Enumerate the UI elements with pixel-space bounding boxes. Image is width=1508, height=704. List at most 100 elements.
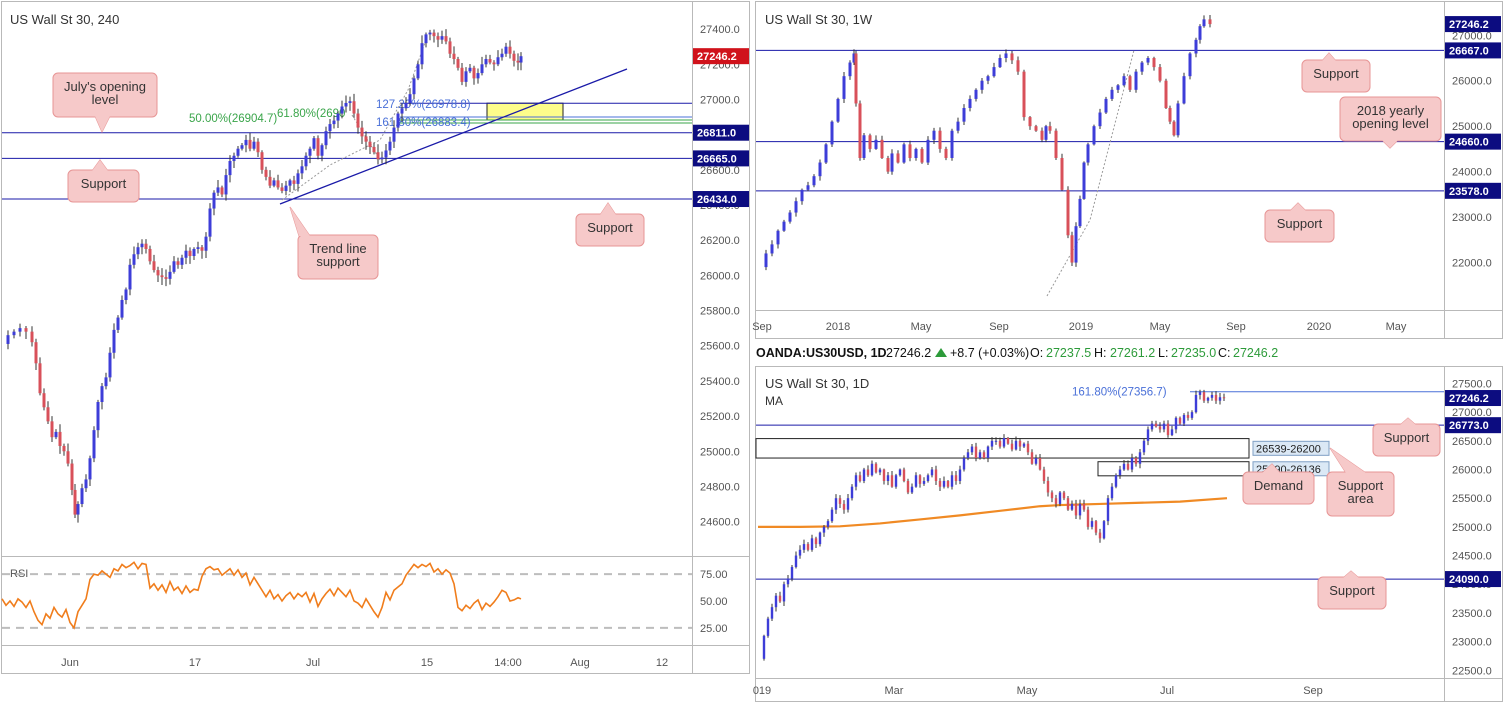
candle-body bbox=[204, 236, 208, 251]
candle-body bbox=[168, 271, 172, 279]
candle-body bbox=[212, 192, 216, 209]
candle-body bbox=[842, 76, 846, 99]
candle-body bbox=[836, 98, 840, 122]
candle-body bbox=[1092, 126, 1096, 145]
candle-body bbox=[1202, 19, 1206, 27]
candle-body bbox=[1150, 423, 1154, 430]
candle-body bbox=[264, 169, 268, 177]
h4-y-tick-label: 25800.0 bbox=[700, 306, 740, 318]
candle-body bbox=[1126, 463, 1130, 470]
candle-body bbox=[140, 243, 144, 248]
candle-body bbox=[316, 138, 320, 156]
candle-body bbox=[1060, 158, 1064, 190]
candle-body bbox=[800, 189, 804, 202]
candle-body bbox=[308, 148, 312, 156]
candle-body bbox=[300, 166, 304, 174]
note-tail-cover bbox=[1290, 203, 1306, 211]
candle-body bbox=[990, 440, 994, 447]
candle-body bbox=[890, 475, 894, 487]
candle-body bbox=[356, 113, 360, 128]
h4-x-tick-label: Jul bbox=[306, 657, 320, 669]
candle-body bbox=[910, 486, 914, 493]
candle-body bbox=[1074, 503, 1078, 516]
candle-body bbox=[500, 53, 504, 58]
candle-body bbox=[76, 504, 80, 515]
candle-body bbox=[1154, 423, 1158, 427]
candle-body bbox=[372, 146, 376, 153]
candle-body bbox=[1164, 80, 1168, 108]
candle-body bbox=[348, 101, 352, 103]
h4-y-tick-label: 24800.0 bbox=[700, 481, 740, 493]
candle-body bbox=[268, 176, 272, 186]
weekly-x-tick-label: May bbox=[1386, 321, 1407, 333]
note-text: area bbox=[1347, 491, 1374, 506]
ohlc-symbol: OANDA:US30USD, 1D bbox=[756, 346, 887, 360]
zone-box bbox=[1097, 461, 1250, 477]
daily-title: US Wall St 30, 1D bbox=[765, 376, 869, 391]
candle-body bbox=[164, 277, 168, 279]
candle-body bbox=[842, 503, 846, 510]
candle-body bbox=[512, 53, 516, 61]
rsi-y-tick-label: 50.00 bbox=[700, 596, 728, 608]
candle-body bbox=[1146, 58, 1150, 63]
candle-body bbox=[200, 247, 204, 251]
candle-body bbox=[128, 264, 132, 290]
note-tail-cover bbox=[1262, 464, 1280, 473]
candle-body bbox=[938, 480, 942, 487]
candle-body bbox=[1198, 392, 1202, 395]
candle-body bbox=[188, 250, 192, 257]
h4-y-tick-label: 25600.0 bbox=[700, 341, 740, 353]
candle-body bbox=[934, 469, 938, 481]
candle-body bbox=[54, 431, 58, 438]
candle-body bbox=[1038, 458, 1042, 470]
candle-body bbox=[890, 153, 894, 172]
candle-body bbox=[392, 127, 396, 142]
candle-body bbox=[1122, 76, 1126, 86]
candle-body bbox=[802, 544, 806, 550]
note-tail-cover bbox=[1322, 53, 1336, 61]
level-price-label: 26811.0 bbox=[697, 128, 736, 140]
candle-body bbox=[1142, 440, 1146, 453]
candle-body bbox=[416, 64, 420, 79]
weekly-y-tick-label: 27000.0 bbox=[1452, 30, 1492, 42]
candle-body bbox=[862, 135, 866, 158]
candle-body bbox=[404, 102, 408, 109]
candle-body bbox=[456, 59, 460, 68]
current-price-tag bbox=[693, 48, 749, 65]
fib-label-127: 127.20%(26978.8) bbox=[376, 99, 471, 111]
note-tail-cover bbox=[95, 116, 110, 132]
candle-body bbox=[794, 555, 798, 568]
candle-body bbox=[1202, 392, 1206, 401]
candle-body bbox=[476, 73, 480, 79]
fib-label-161: 161.80%(26883.4) bbox=[376, 117, 471, 129]
level-price-label: 26667.0 bbox=[1449, 45, 1489, 57]
h4-y-tick-label: 25200.0 bbox=[700, 411, 740, 423]
daily-frame bbox=[755, 366, 1503, 702]
candle-body bbox=[1034, 126, 1038, 131]
h4-y-tick-label: 26200.0 bbox=[700, 235, 740, 247]
candle-body bbox=[1114, 475, 1118, 487]
candle-body bbox=[180, 257, 184, 265]
candle-body bbox=[50, 421, 54, 438]
current-price-label: 27246.2 bbox=[1449, 393, 1489, 405]
candle-body bbox=[1118, 469, 1122, 476]
h4-y-tick-label: 27000.0 bbox=[700, 94, 740, 106]
note-support: Support bbox=[1301, 52, 1371, 93]
candle-body bbox=[776, 230, 780, 245]
candle-body bbox=[256, 141, 260, 153]
candle-body bbox=[962, 108, 966, 122]
candle-body bbox=[814, 538, 818, 545]
level-price-label: 23578.0 bbox=[1449, 186, 1489, 198]
candle-body bbox=[508, 46, 512, 54]
candle-body bbox=[66, 451, 70, 464]
candle-body bbox=[1062, 492, 1066, 499]
candle-body bbox=[1110, 89, 1114, 99]
candle-body bbox=[1048, 126, 1052, 131]
candle-body bbox=[1098, 532, 1102, 539]
note-support: Support bbox=[1372, 417, 1441, 457]
candle-body bbox=[1190, 412, 1194, 418]
candle-body bbox=[938, 130, 942, 149]
candle-body bbox=[452, 53, 456, 60]
